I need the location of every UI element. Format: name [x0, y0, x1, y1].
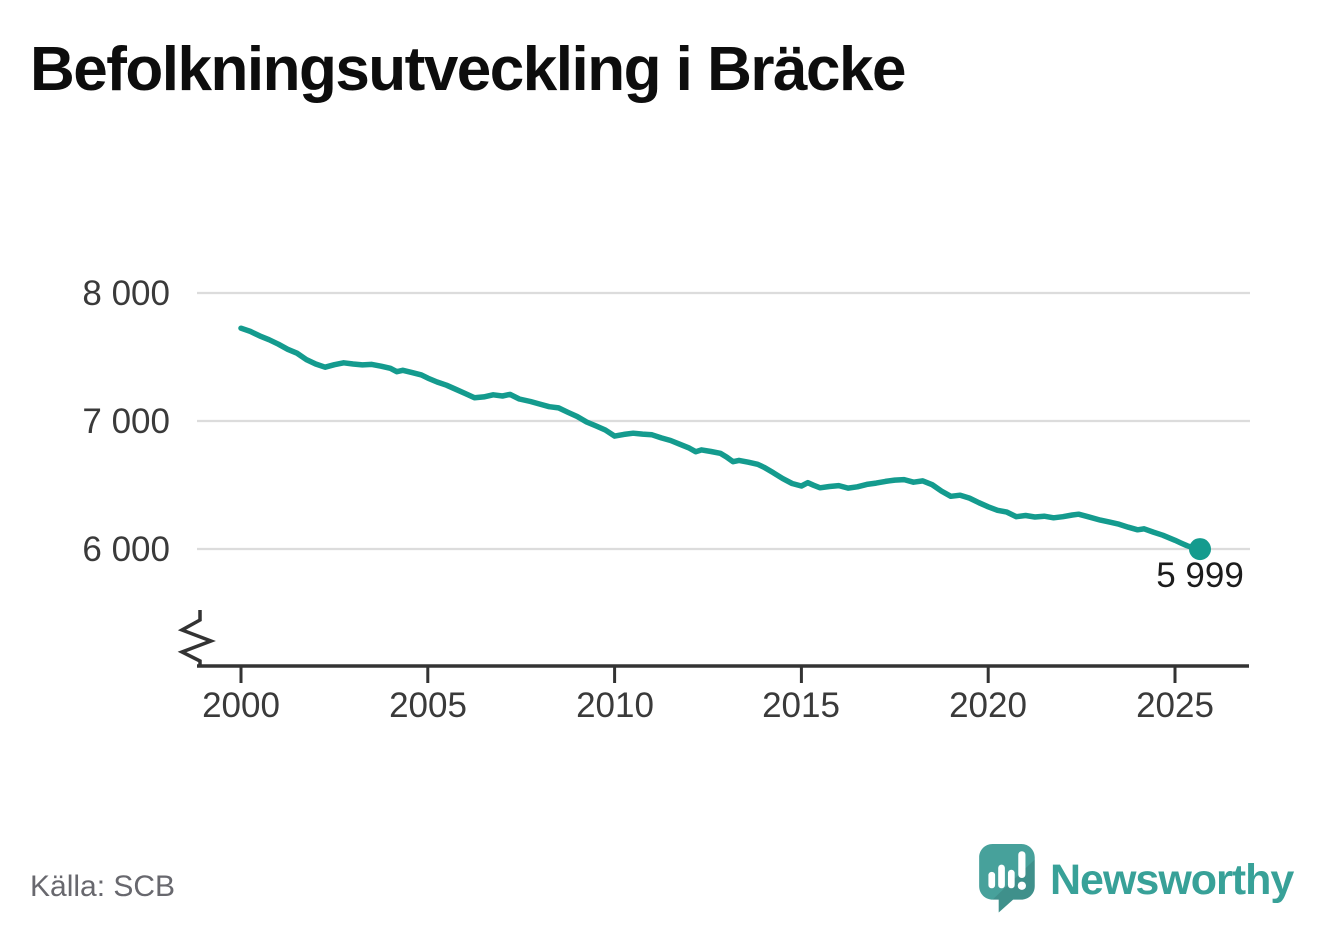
- x-tick-label-2025: 2025: [1136, 686, 1214, 725]
- y-tick-label-8000: 8 000: [82, 274, 170, 313]
- y-tick-label-6000: 6 000: [82, 530, 170, 569]
- x-tick-label-2005: 2005: [389, 686, 467, 725]
- newsworthy-bubble-chart-icon: [978, 843, 1040, 918]
- axis-break-icon: [177, 610, 216, 667]
- source-note: Källa: SCB: [30, 870, 176, 903]
- newsworthy-logo: Newsworthy: [978, 843, 1294, 918]
- page-title: Befolkningsutveckling i Bräcke: [30, 35, 906, 104]
- y-tick-label-7000: 7 000: [82, 402, 170, 441]
- x-tick-label-2010: 2010: [576, 686, 654, 725]
- end-value-label: 5 999: [1156, 556, 1244, 595]
- population-line: [238, 325, 1203, 552]
- end-point-dot: [1189, 538, 1211, 561]
- x-tick-label-2015: 2015: [762, 686, 840, 725]
- x-tick-label-2000: 2000: [202, 686, 280, 725]
- newsworthy-wordmark: Newsworthy: [1050, 856, 1294, 904]
- x-tick-label-2020: 2020: [949, 686, 1027, 725]
